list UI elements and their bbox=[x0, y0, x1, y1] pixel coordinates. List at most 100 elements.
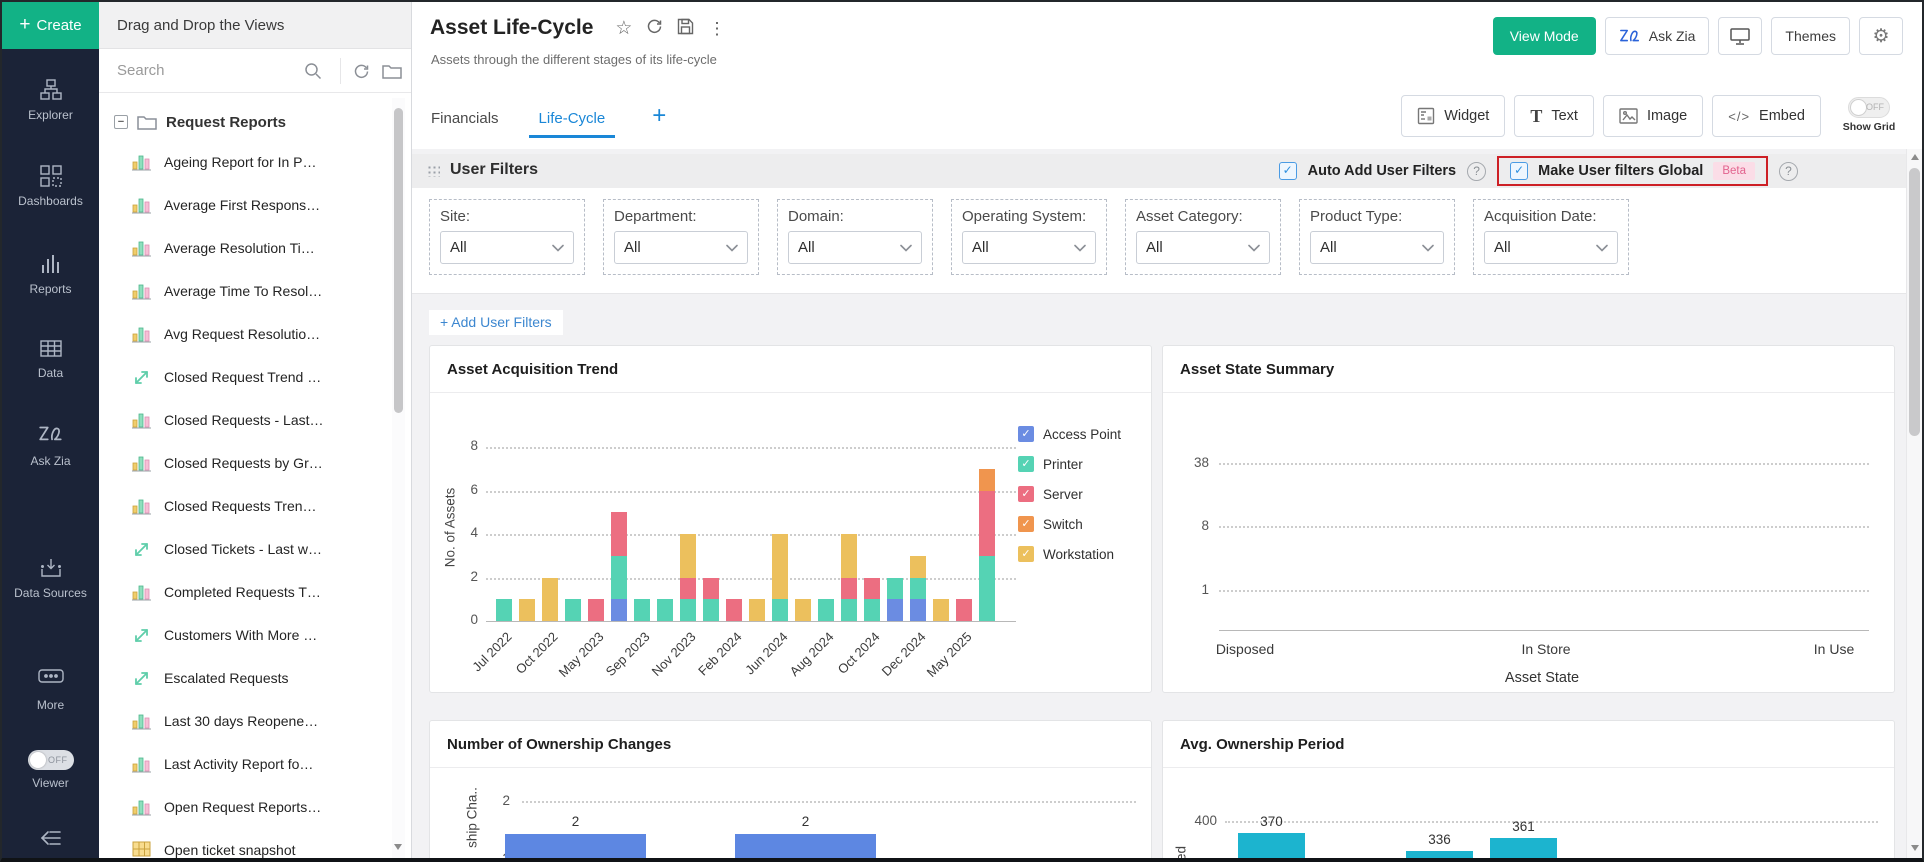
themes-button[interactable]: Themes bbox=[1771, 17, 1850, 55]
collapse-sidebar-icon[interactable] bbox=[2, 828, 99, 853]
filter-select-acquisition-date[interactable]: All bbox=[1484, 231, 1618, 264]
filter-select-department[interactable]: All bbox=[614, 231, 748, 264]
bar-chart-icon bbox=[132, 239, 151, 257]
gridline bbox=[1219, 526, 1869, 528]
embed-button[interactable]: </> Embed bbox=[1712, 95, 1821, 137]
filter-select-domain[interactable]: All bbox=[788, 231, 922, 264]
save-icon[interactable] bbox=[677, 18, 694, 38]
filter-selected-value: All bbox=[450, 239, 467, 256]
view-list-item[interactable]: Average Time To Resol… bbox=[99, 269, 395, 312]
top-buttons: View Mode Ask Zia Themes ⚙ bbox=[1492, 17, 1903, 55]
view-list-item[interactable]: Avg Request Resolutio… bbox=[99, 312, 395, 355]
view-list-item[interactable]: Escalated Requests bbox=[99, 656, 395, 699]
stacked-bar bbox=[841, 534, 857, 621]
image-button[interactable]: Image bbox=[1602, 95, 1704, 137]
view-list-item[interactable]: Average First Respons… bbox=[99, 183, 395, 226]
bar bbox=[735, 834, 876, 858]
tab-financials[interactable]: Financials bbox=[424, 94, 506, 142]
filter-select-product-type[interactable]: All bbox=[1310, 231, 1444, 264]
collapse-node-icon[interactable]: − bbox=[114, 115, 128, 129]
bar bbox=[1238, 833, 1305, 858]
bar-chart-icon bbox=[132, 497, 151, 515]
view-list-item[interactable]: Customers With More … bbox=[99, 613, 395, 656]
bar-segment-printer bbox=[565, 599, 581, 621]
main-scrollbar[interactable] bbox=[1906, 149, 1922, 858]
sidebar-item-explorer[interactable]: Explorer bbox=[2, 78, 99, 122]
presentation-monitor-button[interactable] bbox=[1718, 17, 1763, 55]
sidebar-item-data-sources[interactable]: Data Sources bbox=[2, 556, 99, 600]
view-list-item[interactable]: Closed Tickets - Last w… bbox=[99, 527, 395, 570]
view-list-item[interactable]: Closed Requests by Gr… bbox=[99, 441, 395, 484]
view-list-item[interactable]: Ageing Report for In P… bbox=[99, 140, 395, 183]
help-icon[interactable]: ? bbox=[1779, 161, 1798, 181]
filter-box-site: Site: All bbox=[429, 199, 585, 275]
favorite-star-icon[interactable]: ☆ bbox=[615, 17, 633, 39]
view-item-label: Last 30 days Reopene… bbox=[164, 712, 319, 729]
filter-select-asset-category[interactable]: All bbox=[1136, 231, 1270, 264]
view-mode-button[interactable]: View Mode bbox=[1492, 17, 1596, 55]
sidebar-item-more[interactable]: More bbox=[2, 668, 99, 712]
view-list-item[interactable]: Open Request Reports… bbox=[99, 785, 395, 828]
more-options-kebab-icon[interactable]: ⋮ bbox=[708, 18, 726, 38]
view-list-item[interactable]: Average Resolution Ti… bbox=[99, 226, 395, 269]
search-input[interactable] bbox=[99, 49, 289, 92]
toggle-knob bbox=[29, 752, 46, 768]
create-button[interactable]: + Create bbox=[2, 2, 99, 49]
auto-add-user-filters-checkbox[interactable]: ✓ bbox=[1278, 162, 1297, 180]
search-icon[interactable] bbox=[304, 62, 322, 85]
drag-handle-icon[interactable] bbox=[427, 165, 440, 177]
legend-checkbox[interactable]: ✓ bbox=[1018, 516, 1034, 532]
legend-label: Access Point bbox=[1043, 426, 1122, 442]
filter-selected-value: All bbox=[1494, 239, 1511, 256]
create-label: Create bbox=[36, 17, 82, 34]
tab-life-cycle[interactable]: Life-Cycle bbox=[528, 94, 615, 142]
view-list-item[interactable]: Closed Requests Tren… bbox=[99, 484, 395, 527]
refresh-icon[interactable] bbox=[353, 63, 370, 85]
sidebar-item-data[interactable]: Data bbox=[2, 336, 99, 380]
plus-icon: + bbox=[19, 13, 31, 35]
view-list-item[interactable]: Last Activity Report fo… bbox=[99, 742, 395, 785]
view-list-item[interactable]: Last 30 days Reopene… bbox=[99, 699, 395, 742]
sidebar-item-ask-zia[interactable]: Ask Zia bbox=[2, 424, 99, 468]
filter-select-site[interactable]: All bbox=[440, 231, 574, 264]
viewer-toggle[interactable]: OFF bbox=[27, 750, 74, 770]
scroll-down-icon[interactable] bbox=[394, 844, 402, 850]
y-tick: 2 bbox=[502, 793, 510, 808]
panel-scrollbar-thumb[interactable] bbox=[394, 108, 403, 413]
sidebar-item-dashboards[interactable]: Dashboards bbox=[2, 164, 99, 208]
view-list-item[interactable]: Open ticket snapshot bbox=[99, 828, 395, 858]
viewer-label: Viewer bbox=[32, 776, 69, 790]
help-icon[interactable]: ? bbox=[1467, 161, 1487, 181]
bar-segment-server bbox=[703, 577, 719, 600]
filter-select-operating-system[interactable]: All bbox=[962, 231, 1096, 264]
tree-root-request-reports[interactable]: − Request Reports bbox=[99, 104, 395, 140]
scroll-up-icon[interactable] bbox=[1911, 154, 1919, 160]
ask-zia-button[interactable]: Ask Zia bbox=[1604, 17, 1710, 55]
chart-card-avg-ownership-period: Avg. Ownership Period ed 400 370 336 361 bbox=[1162, 720, 1895, 858]
legend-checkbox[interactable]: ✓ bbox=[1018, 456, 1034, 472]
show-grid-toggle[interactable]: OFF bbox=[1848, 97, 1890, 118]
gridline bbox=[522, 801, 1136, 803]
scroll-down-icon[interactable] bbox=[1911, 845, 1919, 851]
settings-button[interactable]: ⚙ bbox=[1859, 17, 1903, 55]
text-button[interactable]: T Text bbox=[1514, 95, 1594, 137]
add-user-filters-link[interactable]: + Add User Filters bbox=[429, 310, 563, 335]
make-user-filters-global-checkbox[interactable]: ✓ bbox=[1510, 162, 1529, 180]
panel-scrollbar[interactable] bbox=[392, 98, 405, 858]
page-subtitle: Assets through the different stages of i… bbox=[431, 52, 717, 67]
legend-checkbox[interactable]: ✓ bbox=[1018, 426, 1034, 442]
add-tab-button[interactable]: + bbox=[652, 102, 667, 129]
refresh-icon[interactable] bbox=[646, 18, 663, 38]
widget-button[interactable]: Widget bbox=[1401, 95, 1506, 137]
trend-icon bbox=[132, 540, 151, 558]
main-scrollbar-thumb[interactable] bbox=[1909, 168, 1920, 436]
legend-item-server: ✓ Server bbox=[1018, 479, 1121, 509]
folder-icon[interactable] bbox=[382, 63, 402, 84]
legend-checkbox[interactable]: ✓ bbox=[1018, 486, 1034, 502]
view-list-item[interactable]: Closed Requests - Last… bbox=[99, 398, 395, 441]
view-list-item[interactable]: Closed Request Trend … bbox=[99, 355, 395, 398]
filter-label: Site: bbox=[440, 208, 471, 225]
sidebar-item-reports[interactable]: Reports bbox=[2, 252, 99, 296]
legend-checkbox[interactable]: ✓ bbox=[1018, 546, 1034, 562]
view-list-item[interactable]: Completed Requests T… bbox=[99, 570, 395, 613]
